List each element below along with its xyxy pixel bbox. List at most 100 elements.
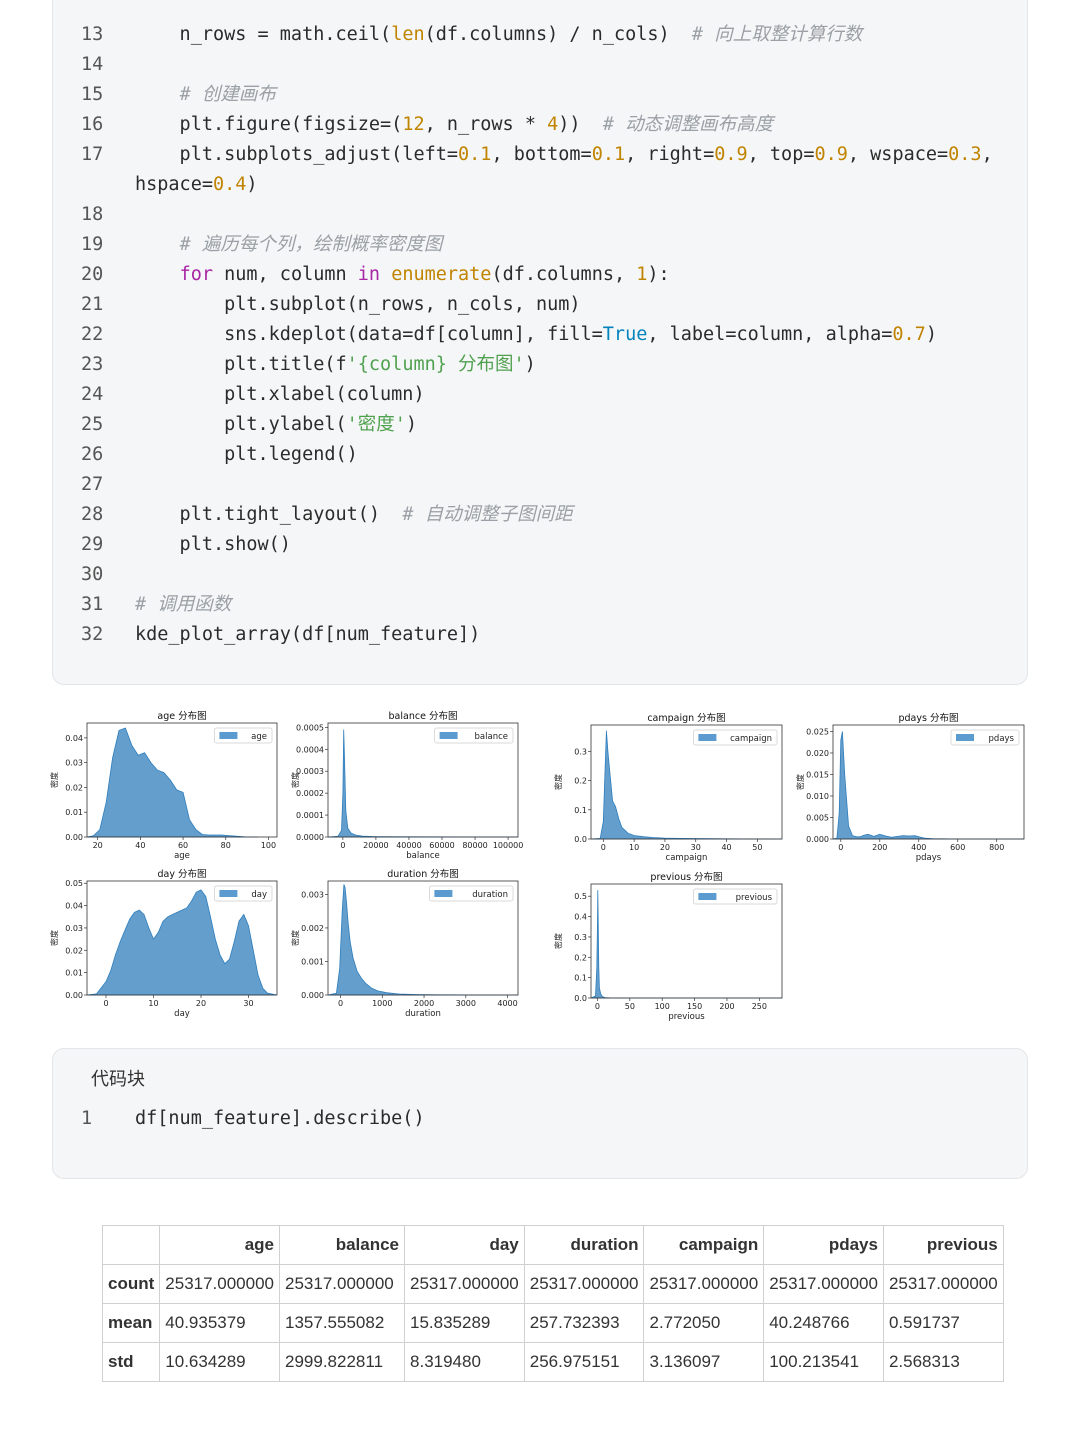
kde-chart: 20 40 60 80 100 0.00 0.01 0.02 0.03 0.04 age 分布图 ag… (49, 710, 278, 861)
y-tick-label: 0.01 (65, 969, 83, 978)
code-block-bottom: 代码块 1 df[num_feature].describe() (52, 1048, 1028, 1179)
code-text: # 调用函数 (135, 594, 232, 615)
describe-table: age balance day duration campaign pdays … (101, 1225, 1004, 1382)
y-tick-label: 0.03 (65, 759, 83, 768)
x-tick-label: 10 (148, 999, 158, 1008)
code-text: # 遍历每个列，绘制概率密度图 (179, 234, 443, 255)
y-tick-label: 0.002 (301, 924, 324, 933)
x-tick-label: 3000 (456, 999, 476, 1008)
row-label: count (101, 1264, 161, 1304)
line-number: 27 (81, 474, 104, 495)
legend-box (429, 885, 514, 902)
table-cell: 8.319480 (404, 1342, 525, 1382)
table-header-cell: previous (882, 1225, 1004, 1265)
line-number: 29 (81, 534, 104, 555)
chart-title: campaign 分布图 (647, 712, 725, 724)
kde-chart: 0 20000 40000 60000 80000 100000 0.0000 0.0001 0… (290, 710, 523, 861)
line-number: 14 (81, 54, 104, 75)
table-cell: 40.935379 (159, 1303, 281, 1343)
y-axis-label: 密度 (795, 774, 805, 790)
legend-swatch (434, 890, 453, 897)
kde-chart: 0 10 20 30 0.00 0.01 0.02 0.03 0.04 0.05 day 分布图 da… (49, 868, 278, 1019)
y-tick-label: 0.04 (65, 902, 83, 911)
x-tick-label: 100 (261, 841, 276, 850)
legend-box (693, 729, 778, 746)
code-text: plt.title(f'{column} 分布图') (135, 354, 536, 375)
y-tick-label: 0.04 (65, 734, 83, 743)
y-tick-label: 0.2 (574, 777, 587, 786)
line-number: 16 (81, 114, 104, 135)
table-cell: 25317.000000 (159, 1264, 281, 1304)
table-cell: 100.213541 (763, 1342, 884, 1382)
code-text: sns.kdeplot(data=df[column], fill=True, … (135, 324, 937, 345)
legend-swatch (439, 732, 458, 739)
row-label: std (101, 1342, 161, 1382)
x-tick-label: 80 (221, 841, 231, 850)
y-tick-label: 0.003 (301, 890, 324, 899)
x-axis-label: age (174, 851, 190, 861)
chart-age: 20 40 60 80 100 0.00 0.01 0.02 0.03 0.04 age 分布图 ag… (49, 710, 278, 861)
line-number: 22 (81, 324, 104, 345)
x-tick-label: 0 (338, 999, 343, 1008)
table-row: mean 40.935379 1357.555082 15.835289 257… (101, 1303, 1004, 1343)
y-tick-label: 0.0003 (296, 767, 324, 776)
chart-pdays: 0 200 400 600 800 0.000 0.005 0.010 0.015 0.020 0.… (795, 712, 1025, 863)
kde-chart: 0 1000 2000 3000 4000 0.000 0.001 0.002 0.003 dur… (290, 868, 519, 1019)
table-header-cell: duration (523, 1225, 645, 1265)
x-tick-label: 100 (655, 1002, 670, 1011)
legend-label: duration (472, 890, 508, 900)
legend-label: day (251, 890, 267, 900)
chart-previous: 0 50 100 150 200 250 0.0 0.1 0.2 0.3 0.4 0.5 previou… (553, 871, 783, 1022)
code-text: # 创建画布 (179, 84, 276, 105)
line-number: 23 (81, 354, 104, 375)
kde-chart: 0 200 400 600 800 0.000 0.005 0.010 0.015 0.020 0.… (795, 712, 1025, 863)
x-tick-label: 800 (989, 843, 1004, 852)
chart-title: pdays 分布图 (899, 712, 959, 724)
table-header-cell (101, 1225, 161, 1265)
table-row: count 25317.000000 25317.000000 25317.00… (101, 1264, 1004, 1304)
chart-balance: 0 20000 40000 60000 80000 100000 0.0000 0.0001 0… (290, 710, 523, 861)
table-header-cell: age (159, 1225, 281, 1265)
x-tick-label: 10 (629, 843, 639, 852)
x-tick-label: 20 (93, 841, 103, 850)
y-tick-label: 0.1 (574, 974, 587, 983)
chart-title: balance 分布图 (389, 710, 458, 722)
line-number: 31 (81, 594, 104, 615)
code-block-title: 代码块 (91, 1069, 145, 1090)
x-tick-label: 1000 (372, 999, 392, 1008)
y-tick-label: 0.001 (301, 957, 324, 966)
y-tick-label: 0.05 (65, 879, 83, 888)
code-text: plt.show() (135, 534, 291, 555)
legend-label: previous (736, 893, 773, 903)
density-area (832, 731, 1024, 840)
legend-box (214, 885, 273, 902)
table-header-cell: day (404, 1225, 525, 1265)
axes-frame (590, 883, 783, 999)
x-tick-label: 0 (340, 841, 345, 850)
line-number: 15 (81, 84, 104, 105)
line-number: 17 (81, 144, 104, 165)
line-number: 1 (81, 1108, 93, 1129)
x-tick-label: 400 (911, 843, 926, 852)
y-tick-label: 0.0 (574, 835, 587, 844)
x-tick-label: 40000 (396, 841, 421, 850)
line-number: 19 (81, 234, 104, 255)
table-cell: 25317.000000 (882, 1264, 1004, 1304)
density-area (590, 890, 782, 999)
y-tick-label: 0.005 (806, 813, 829, 822)
table-header-cell: pdays (763, 1225, 884, 1265)
line-number: 32 (81, 624, 104, 645)
y-tick-label: 0.1 (574, 806, 587, 815)
line-number: 13 (81, 24, 104, 45)
x-tick-label: 100000 (493, 841, 524, 850)
y-tick-label: 0.5 (574, 892, 587, 901)
line-number: 20 (81, 264, 104, 285)
legend-label: campaign (730, 734, 772, 744)
table-cell: 25317.000000 (404, 1264, 525, 1304)
x-tick-label: 40 (721, 843, 731, 852)
chart-title: age 分布图 (157, 710, 206, 722)
x-tick-label: 50 (752, 843, 762, 852)
table-header-row: age balance day duration campaign pdays … (101, 1225, 1004, 1265)
y-tick-label: 0.00 (65, 991, 83, 1000)
line-number: 26 (81, 444, 104, 465)
